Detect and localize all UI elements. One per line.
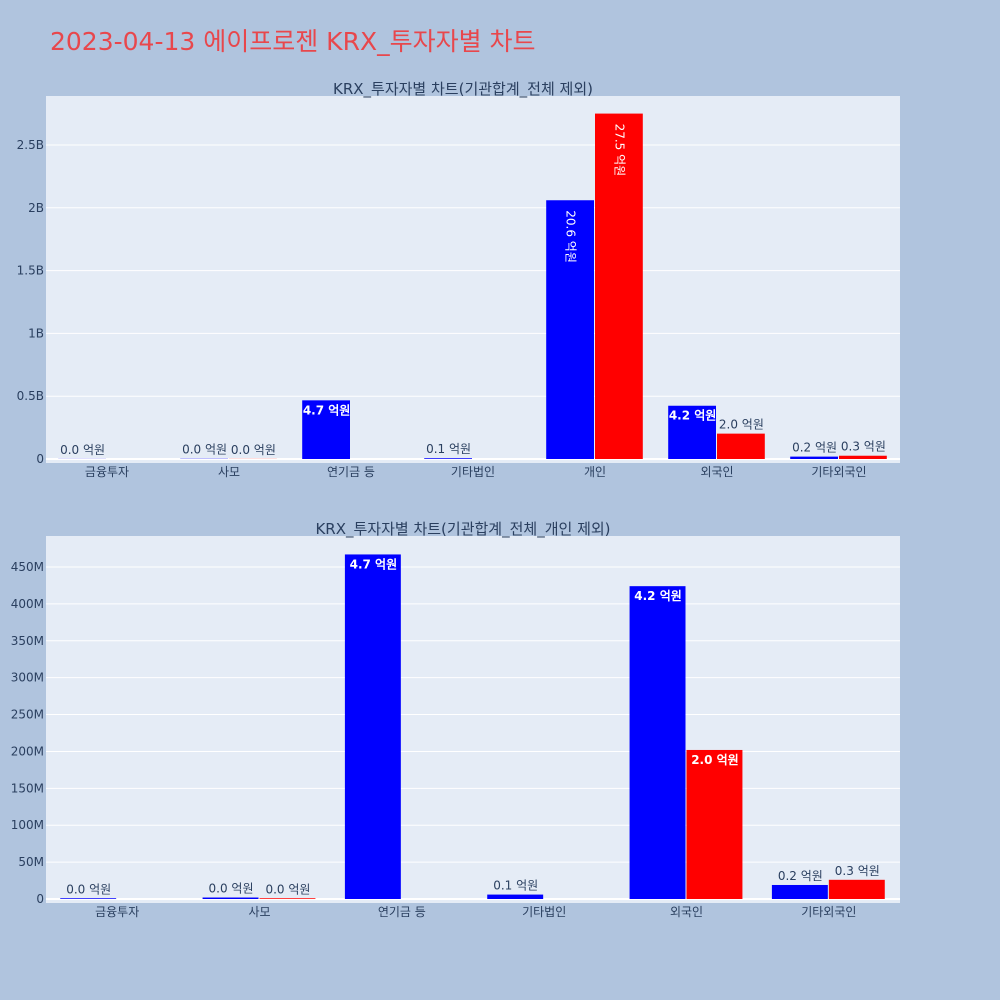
- y-tick-label: 2.5B: [17, 138, 44, 152]
- y-tick-label: 350M: [11, 634, 44, 648]
- data-label: 0.0 억원: [66, 882, 111, 896]
- y-tick-label: 0: [36, 452, 44, 466]
- y-tick-label: 0.5B: [17, 389, 44, 403]
- bar: [595, 113, 643, 459]
- bar: [686, 749, 743, 899]
- y-tick-label: 250M: [11, 708, 44, 722]
- x-tick-label: 연기금 등: [378, 905, 426, 919]
- y-tick-label: 450M: [11, 560, 44, 574]
- data-label: 2.0 억원: [719, 418, 764, 432]
- x-tick-label: 기타외국인: [811, 465, 866, 479]
- y-tick-label: 100M: [11, 818, 44, 832]
- bar: [771, 884, 828, 899]
- plot-area-2: [46, 536, 900, 903]
- data-label: 4.7 억원: [350, 557, 398, 571]
- x-tick-label: 외국인: [700, 465, 733, 479]
- data-label: 27.5 억원: [612, 124, 626, 177]
- data-label: 4.2 억원: [634, 589, 682, 603]
- data-label: 4.2 억원: [669, 409, 717, 423]
- x-tick-label: 사모: [248, 905, 270, 919]
- y-tick-label: 0: [36, 892, 44, 906]
- x-tick-label: 기타법인: [522, 905, 566, 919]
- data-label: 0.3 억원: [835, 864, 880, 878]
- data-label: 0.1 억원: [426, 442, 471, 456]
- x-tick-label: 개인: [584, 465, 606, 479]
- bar: [202, 897, 259, 899]
- data-label: 20.6 억원: [564, 210, 578, 263]
- y-tick-label: 200M: [11, 744, 44, 758]
- y-tick-label: 1B: [28, 326, 44, 340]
- bar: [828, 879, 885, 899]
- x-tick-label: 외국인: [670, 905, 703, 919]
- x-tick-label: 금융투자: [95, 905, 139, 919]
- bar: [60, 898, 117, 899]
- bar: [344, 554, 401, 899]
- data-label: 0.0 억원: [231, 443, 276, 457]
- bar: [424, 458, 472, 459]
- x-tick-label: 금융투자: [85, 465, 129, 479]
- x-tick-label: 연기금 등: [327, 465, 375, 479]
- data-label: 0.3 억원: [841, 440, 886, 454]
- bar: [668, 405, 716, 459]
- y-tick-label: 50M: [18, 855, 44, 869]
- chart-title-1: KRX_투자자별 차트(기관합계_전체 제외): [333, 80, 593, 99]
- plot-area-1: [46, 96, 900, 463]
- data-label: 0.0 억원: [182, 443, 227, 457]
- bar: [546, 200, 594, 459]
- x-tick-label: 사모: [218, 465, 240, 479]
- x-tick-label: 기타외국인: [801, 905, 856, 919]
- y-tick-label: 300M: [11, 671, 44, 685]
- data-label: 4.7 억원: [303, 403, 351, 417]
- y-tick-label: 150M: [11, 781, 44, 795]
- bar: [717, 433, 765, 459]
- bar: [839, 455, 887, 459]
- page-title: 2023-04-13 에이프로젠 KRX_투자자별 차트: [50, 27, 536, 56]
- y-tick-label: 400M: [11, 597, 44, 611]
- bar: [487, 894, 544, 899]
- y-tick-label: 1.5B: [17, 264, 44, 278]
- x-tick-label: 기타법인: [451, 465, 495, 479]
- data-label: 0.0 억원: [60, 443, 105, 457]
- data-label: 0.2 억원: [778, 869, 823, 883]
- data-label: 0.0 억원: [265, 882, 310, 896]
- bar: [629, 586, 686, 899]
- y-tick-label: 2B: [28, 201, 44, 215]
- chart-title-2: KRX_투자자별 차트(기관합계_전체_개인 제외): [315, 520, 610, 539]
- data-label: 0.1 억원: [493, 879, 538, 893]
- data-label: 2.0 억원: [691, 753, 739, 767]
- bar: [302, 400, 350, 459]
- bar: [259, 898, 316, 899]
- bar: [790, 456, 838, 459]
- data-label: 0.0 억원: [209, 882, 254, 896]
- data-label: 0.2 억원: [792, 441, 837, 455]
